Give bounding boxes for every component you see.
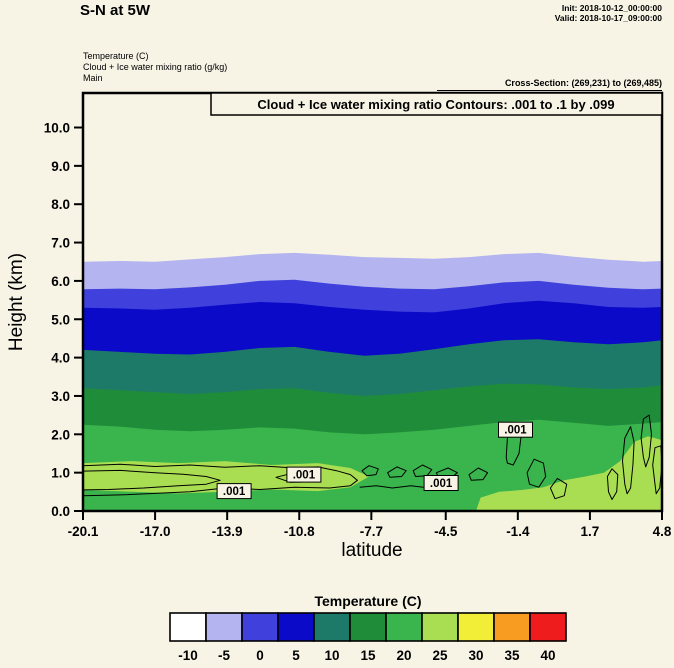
- contour-label-box: [498, 421, 533, 438]
- colorbar-swatch: [313, 612, 351, 642]
- init-valid-block: Init: 2018-10-12_00:00:00 Valid: 2018-10…: [555, 3, 662, 23]
- cloud-contour-line: [361, 465, 379, 477]
- cloud-contour-line: [82, 463, 358, 497]
- contour-label-box: [286, 466, 322, 483]
- cross-section-info: Cross-Section: (269,231) to (269,485): [504, 78, 662, 88]
- colorbar-swatch: [421, 612, 459, 642]
- inner-title-box: [210, 92, 663, 116]
- cloud-contour-line: [606, 468, 619, 500]
- cloud-contour-line: [82, 469, 221, 491]
- init-time: Init: 2018-10-12_00:00:00: [561, 3, 662, 13]
- colorbar-tick-label: 20: [396, 648, 411, 663]
- colorbar-swatch: [349, 612, 387, 642]
- cloud-contour-line: [622, 426, 635, 495]
- inner-title: Cloud + Ice water mixing ratio Contours:…: [257, 97, 614, 112]
- contour-label: .001: [223, 486, 246, 498]
- x-tick-label: -1.4: [506, 524, 530, 539]
- colorbar-swatch: [205, 612, 243, 642]
- cloud-contour-line: [412, 464, 433, 477]
- cloud-contour-line: [387, 466, 407, 478]
- field-list: Temperature (C) Cloud + Ice water mixing…: [83, 51, 227, 84]
- contour-label: .001: [430, 478, 453, 490]
- colorbar-swatch: [457, 612, 495, 642]
- colorbar-tick-label: -5: [218, 648, 230, 663]
- cloud-contour-line: [468, 467, 489, 481]
- valid-time: Valid: 2018-10-17_09:00:00: [554, 13, 662, 23]
- contour-labels: .001 .001 .001 .001: [216, 421, 533, 500]
- colorbar: -10 -5 0 5 10 15 20 25 30 35 40: [169, 612, 567, 663]
- colorbar-tick-label: 25: [432, 648, 448, 663]
- colorbar-title: Temperature (C): [314, 593, 421, 609]
- colorbar-tick-label: -10: [178, 648, 198, 663]
- x-tick-label: -7.7: [360, 524, 383, 539]
- colorbar-swatch: [241, 612, 279, 642]
- colorbar-tick-label: 30: [468, 648, 483, 663]
- cloud-contour-line: [526, 458, 547, 488]
- contour-label: .001: [504, 425, 527, 437]
- field-model-domain: Main: [83, 73, 103, 83]
- contour-label: .001: [293, 470, 316, 482]
- x-tick-label: -13.9: [212, 524, 243, 539]
- colorbar-swatch: [169, 612, 207, 642]
- colorbar-tick-label: 35: [504, 648, 520, 663]
- colorbar-tick-label: 5: [292, 648, 300, 663]
- colorbar-tick-label: 10: [324, 648, 339, 663]
- contour-label-box: [423, 475, 459, 491]
- y-tick-label: 10.0: [44, 121, 70, 136]
- field-temperature: Temperature (C): [83, 51, 149, 61]
- colorbar-tick-label: 15: [360, 648, 376, 663]
- x-axis-label: latitude: [341, 540, 402, 561]
- y-tick-label: 3.0: [51, 389, 70, 404]
- x-tick-label: 1.7: [581, 524, 600, 539]
- temp-band-20C-patch: [476, 436, 662, 511]
- y-tick-label: 6.0: [51, 274, 70, 289]
- y-tick-label: 4.0: [51, 351, 70, 366]
- y-tick-label: 7.0: [51, 236, 70, 251]
- y-tick-label: 0.0: [51, 504, 70, 519]
- cloud-contour-line: [640, 414, 652, 468]
- y-tick-label: 8.0: [51, 197, 70, 212]
- page-title: S-N at 5W: [80, 2, 151, 19]
- colorbar-swatch: [277, 612, 315, 642]
- colorbar-tick-label: 0: [256, 648, 264, 663]
- x-tick-label: -17.0: [140, 524, 171, 539]
- axis-ticks: -20.1 -17.0 -13.9 -10.8 -7.7 -4.5 -1.4 1.7 4.8 0.…: [44, 121, 672, 539]
- y-tick-label: 5.0: [51, 312, 70, 327]
- x-tick-label: -20.1: [68, 524, 99, 539]
- y-tick-label: 1.0: [51, 466, 70, 481]
- contour-label-box: [216, 483, 252, 500]
- x-tick-label: -4.5: [434, 524, 458, 539]
- x-tick-label: 4.8: [653, 524, 672, 539]
- colorbar-swatch: [529, 612, 567, 642]
- y-tick-label: 9.0: [51, 159, 70, 174]
- colorbar-swatch: [385, 612, 423, 642]
- field-cloud-ice: Cloud + Ice water mixing ratio (g/kg): [83, 62, 228, 72]
- colorbar-tick-label: 40: [540, 648, 555, 663]
- colorbar-swatch: [493, 612, 531, 642]
- x-tick-label: -10.8: [284, 524, 315, 539]
- y-axis-label: Height (km): [6, 253, 27, 351]
- y-tick-label: 2.0: [51, 427, 70, 442]
- cloud-contour-line: [549, 477, 568, 500]
